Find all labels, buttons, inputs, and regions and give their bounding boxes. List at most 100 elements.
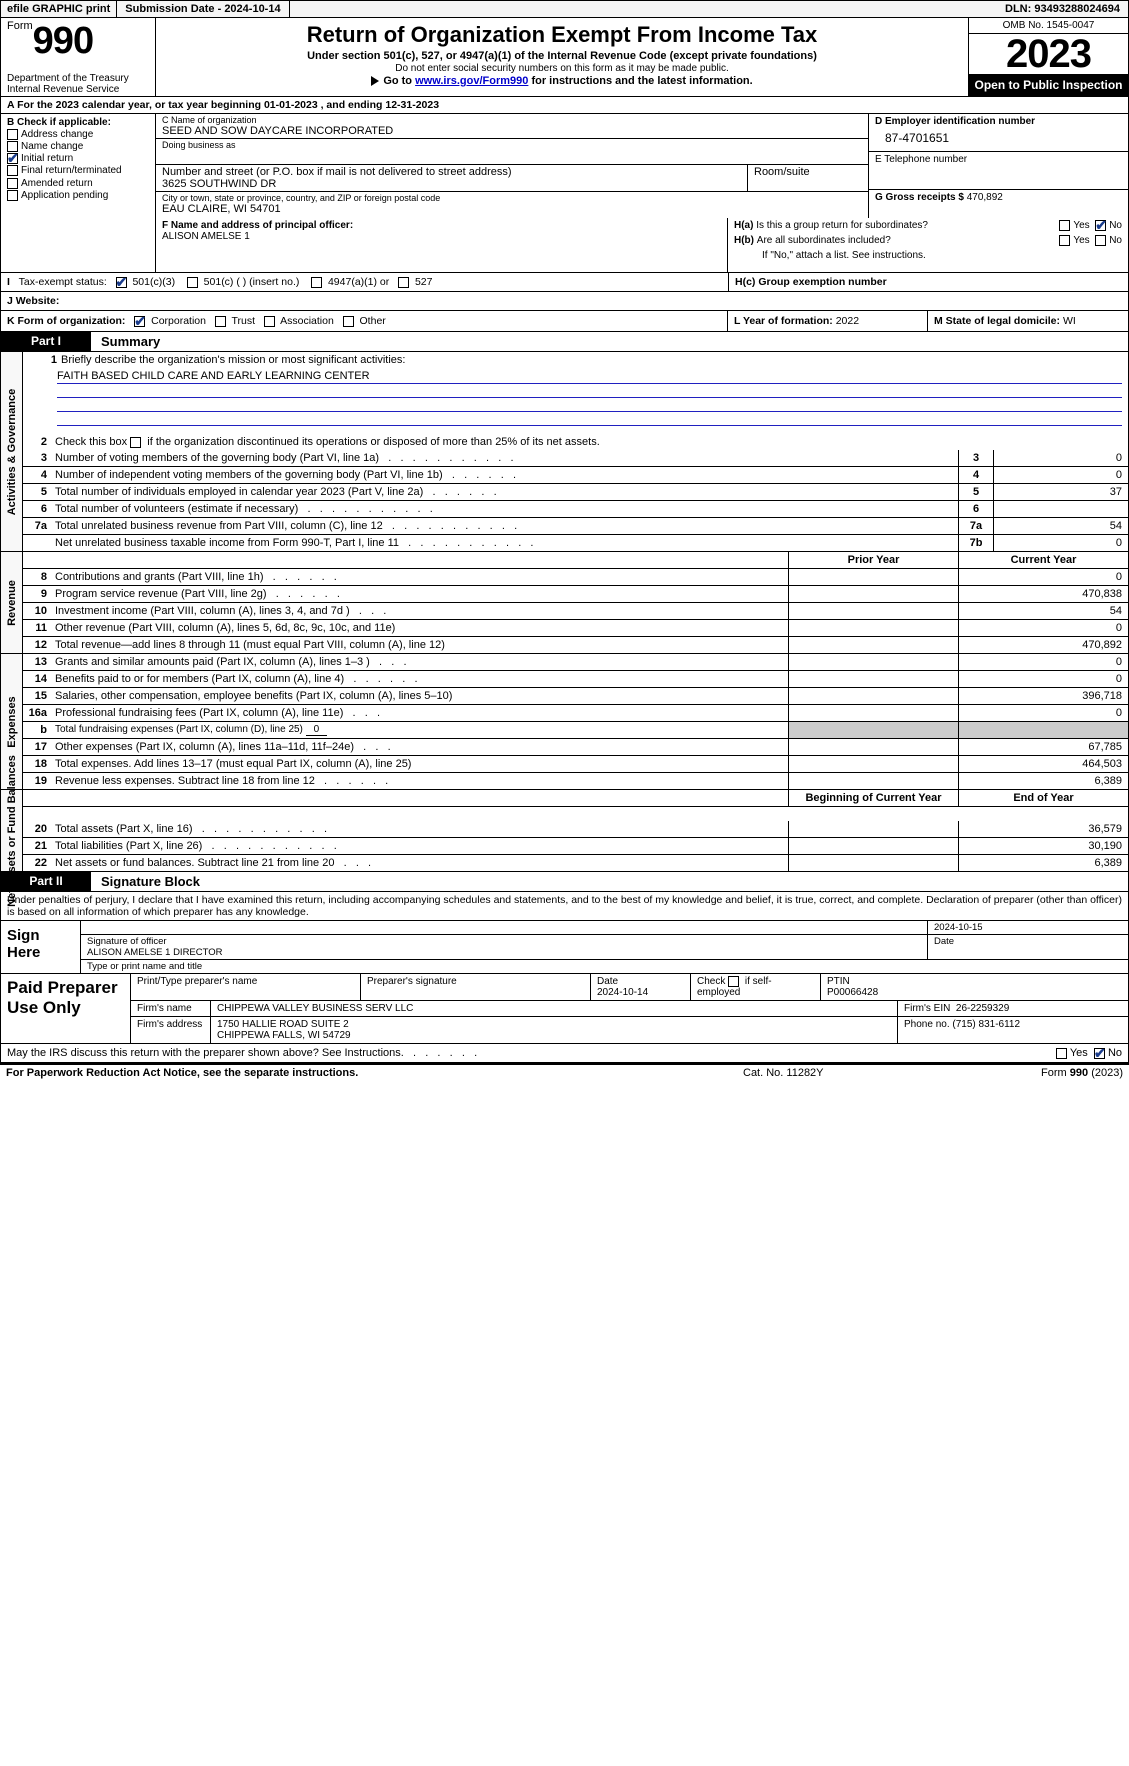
ptin: P00066428: [827, 987, 878, 998]
val-l13: 0: [958, 654, 1128, 670]
val-l19: 6,389: [958, 773, 1128, 789]
form-number: 990: [33, 20, 93, 62]
fh-block: F Name and address of principal officer:…: [0, 218, 1129, 273]
sig-date: 2024-10-15: [928, 921, 1128, 934]
firm-addr1: 1750 HALLIE ROAD SUITE 2: [217, 1019, 349, 1030]
checkbox-discuss-yes[interactable]: [1056, 1048, 1067, 1059]
subtitle-1: Under section 501(c), 527, or 4947(a)(1)…: [164, 50, 960, 62]
checkbox-discuss-no[interactable]: [1094, 1048, 1105, 1059]
checkbox-ha-no[interactable]: [1095, 220, 1106, 231]
dept-treasury: Department of the Treasury Internal Reve…: [7, 63, 149, 95]
checkbox-trust[interactable]: [215, 316, 226, 327]
val-l11: 0: [958, 620, 1128, 636]
checkbox-self-employed[interactable]: [728, 976, 739, 987]
val-l4: 0: [993, 467, 1128, 483]
val-l21: 30,190: [958, 838, 1128, 854]
val-l20: 36,579: [958, 821, 1128, 837]
org-street: 3625 SOUTHWIND DR: [162, 178, 741, 190]
prep-date: 2024-10-14: [597, 987, 648, 998]
org-name: SEED AND SOW DAYCARE INCORPORATED: [162, 125, 862, 137]
checkbox-527[interactable]: [398, 277, 409, 288]
klm-row: K Form of organization: Corporation Trus…: [0, 311, 1129, 332]
page-footer: For Paperwork Reduction Act Notice, see …: [0, 1063, 1129, 1081]
val-l6: [993, 501, 1128, 517]
hdr-boy: Beginning of Current Year: [788, 790, 958, 806]
arrow-icon: [371, 76, 379, 86]
sign-here-block: Sign Here 2024-10-15 Signature of office…: [0, 920, 1129, 974]
submission-date: Submission Date - 2024-10-14: [117, 1, 289, 17]
val-l14: 0: [958, 671, 1128, 687]
mission-text: FAITH BASED CHILD CARE AND EARLY LEARNIN…: [57, 370, 1122, 384]
efile-print-btn[interactable]: efile GRAPHIC print: [1, 1, 117, 17]
vtab-revenue: Revenue: [6, 580, 18, 626]
state-domicile: WI: [1063, 315, 1076, 327]
form-word: Form: [7, 20, 33, 32]
checkbox-final-return[interactable]: [7, 165, 18, 176]
vtab-governance: Activities & Governance: [6, 388, 18, 515]
i-row: I Tax-exempt status: 501(c)(3) 501(c) ( …: [0, 273, 1129, 292]
tax-year: 2023: [969, 34, 1128, 74]
irs-link[interactable]: www.irs.gov/Form990: [415, 75, 528, 87]
val-l7b: 0: [993, 535, 1128, 551]
summary-governance: Activities & Governance 1Briefly describ…: [0, 352, 1129, 552]
summary-netassets: Net Assets or Fund Balances Beginning of…: [0, 790, 1129, 872]
gross-receipts: 470,892: [967, 192, 1003, 203]
val-l22: 6,389: [958, 855, 1128, 871]
open-to-public: Open to Public Inspection: [969, 74, 1128, 96]
officer-name: ALISON AMELSE 1 DIRECTOR: [87, 947, 921, 958]
section-b: B Check if applicable: Address change Na…: [1, 114, 156, 218]
form-header: Form990 Department of the Treasury Inter…: [0, 18, 1129, 97]
section-deg: D Employer identification number87-47016…: [868, 114, 1128, 218]
principal-officer: ALISON AMELSE 1: [162, 231, 721, 242]
signature-declaration: Under penalties of perjury, I declare th…: [0, 892, 1129, 920]
hdr-current-year: Current Year: [958, 552, 1128, 568]
summary-expenses: Expenses 13Grants and similar amounts pa…: [0, 654, 1129, 790]
entity-block: B Check if applicable: Address change Na…: [0, 114, 1129, 218]
val-l18: 464,503: [958, 756, 1128, 772]
tax-year-row: A For the 2023 calendar year, or tax yea…: [0, 97, 1129, 114]
checkbox-initial-return[interactable]: [7, 153, 18, 164]
val-l15: 396,718: [958, 688, 1128, 704]
val-l8: 0: [958, 569, 1128, 585]
part2-header: Part II Signature Block: [0, 872, 1129, 892]
val-l12: 470,892: [958, 637, 1128, 653]
checkbox-assoc[interactable]: [264, 316, 275, 327]
checkbox-other[interactable]: [343, 316, 354, 327]
val-l16b: 0: [306, 724, 328, 736]
dln: DLN: 93493288024694: [997, 1, 1128, 17]
paid-preparer-block: Paid Preparer Use Only Print/Type prepar…: [0, 974, 1129, 1044]
hdr-eoy: End of Year: [958, 790, 1128, 806]
checkbox-amended[interactable]: [7, 178, 18, 189]
val-l17: 67,785: [958, 739, 1128, 755]
topbar: efile GRAPHIC print Submission Date - 20…: [0, 0, 1129, 18]
checkbox-ha-yes[interactable]: [1059, 220, 1070, 231]
hdr-prior-year: Prior Year: [788, 552, 958, 568]
summary-revenue: Revenue Prior YearCurrent Year 8Contribu…: [0, 552, 1129, 654]
vtab-netassets: Net Assets or Fund Balances: [6, 755, 18, 907]
ein: 87-4701651: [875, 127, 1122, 149]
checkbox-501c3[interactable]: [116, 277, 127, 288]
j-row: J Website:: [0, 292, 1129, 311]
year-formation: 2022: [836, 315, 859, 327]
org-city: EAU CLAIRE, WI 54701: [162, 203, 862, 215]
firm-phone: (715) 831-6112: [952, 1019, 1020, 1030]
firm-ein: 26-2259329: [956, 1003, 1009, 1014]
irs-discuss-row: May the IRS discuss this return with the…: [0, 1044, 1129, 1063]
checkbox-hb-yes[interactable]: [1059, 235, 1070, 246]
checkbox-discontinued[interactable]: [130, 437, 141, 448]
val-l3: 0: [993, 450, 1128, 466]
val-l16a: 0: [958, 705, 1128, 721]
val-l5: 37: [993, 484, 1128, 500]
checkbox-corp[interactable]: [134, 316, 145, 327]
firm-addr2: CHIPPEWA FALLS, WI 54729: [217, 1030, 351, 1041]
checkbox-hb-no[interactable]: [1095, 235, 1106, 246]
vtab-expenses: Expenses: [6, 696, 18, 747]
checkbox-address-change[interactable]: [7, 129, 18, 140]
subtitle-3: Go to www.irs.gov/Form990 for instructio…: [164, 75, 960, 87]
val-l10: 54: [958, 603, 1128, 619]
firm-name: CHIPPEWA VALLEY BUSINESS SERV LLC: [211, 1001, 898, 1016]
checkbox-app-pending[interactable]: [7, 190, 18, 201]
part1-header: Part I Summary: [0, 332, 1129, 352]
checkbox-501c[interactable]: [187, 277, 198, 288]
checkbox-4947[interactable]: [311, 277, 322, 288]
